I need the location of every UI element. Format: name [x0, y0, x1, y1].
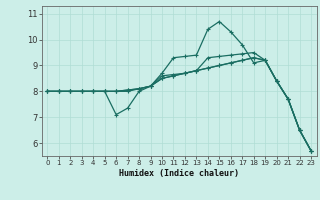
X-axis label: Humidex (Indice chaleur): Humidex (Indice chaleur): [119, 169, 239, 178]
